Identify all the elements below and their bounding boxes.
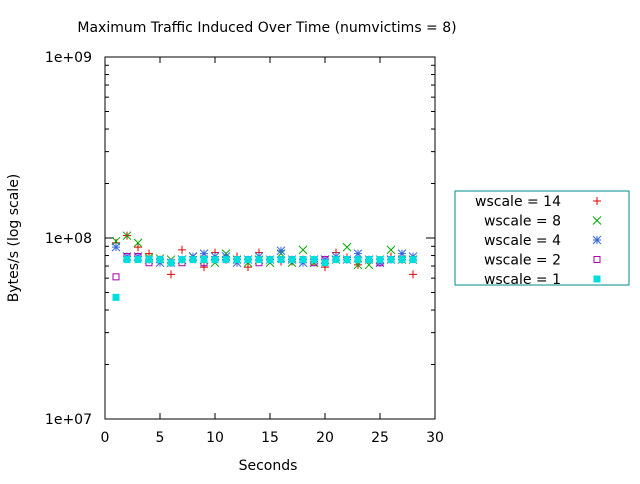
data-point [321,259,329,267]
data-point [167,259,175,267]
series-1 [112,231,417,279]
legend-marker [592,235,602,245]
data-point [288,256,296,264]
data-point [233,256,241,264]
data-point [342,242,352,252]
data-point [310,256,318,264]
data-point [277,256,285,264]
data-point [134,243,142,252]
data-point [200,263,208,272]
legend-marker [592,216,602,225]
data-point [189,256,197,264]
legend-box [454,190,630,286]
legend-label: wscale = 2 [484,253,561,269]
data-point [112,293,120,301]
data-point [112,273,120,281]
chart-title: Maximum Traffic Induced Over Time (numvi… [77,20,456,36]
x-tick-label: 20 [316,430,334,446]
data-point [386,245,396,255]
legend-label: wscale = 4 [484,233,561,249]
data-point [299,256,307,264]
data-point [133,238,143,248]
data-point [222,256,230,264]
data-point [354,256,362,264]
x-tick-label: 10 [206,430,224,446]
plot-frame [104,56,436,420]
data-point [398,256,406,264]
data-point [199,249,209,258]
plot-border [104,56,436,420]
data-point [200,256,208,264]
data-point [409,256,417,264]
data-point [145,256,153,264]
data-point [332,256,340,264]
legend-marker [593,256,601,263]
series-5 [112,256,417,301]
x-tick-label: 25 [371,430,389,446]
data-point [111,242,121,252]
data-point [387,256,395,264]
data-point [178,245,186,254]
legend-marker [593,197,601,205]
data-point [122,231,132,241]
x-tick-label: 15 [261,430,279,446]
data-point [266,256,274,264]
data-point [211,256,219,264]
legend-label: wscale = 1 [484,272,561,288]
legend-label: wscale = 14 [475,194,561,210]
data-point [123,256,131,264]
data-point [255,256,263,264]
data-point [298,245,308,255]
x-tick-label: 0 [101,430,110,446]
data-point [178,256,186,264]
data-point [156,256,164,264]
legend: wscale = 14 wscale = 8 wscale = 4 wscale = … [454,190,630,288]
data-point [365,256,373,264]
data-point [167,270,175,279]
x-axis-label: Seconds [239,458,298,474]
data-point [276,246,286,256]
y-axis-ticks: 1e+07 1e+08 1e+09 [45,50,435,428]
data-point [134,256,142,264]
data-point [343,256,351,264]
data-point [397,249,407,258]
data-point [244,263,252,272]
legend-marker [593,275,601,283]
y-tick-label: 1e+07 [45,412,92,428]
x-tick-label: 5 [156,430,165,446]
y-axis-label: Bytes/s (log scale) [6,174,22,303]
data-points [111,231,418,301]
x-axis-ticks: 0 5 10 15 20 25 30 [101,57,444,446]
data-point [376,256,384,264]
legend-label: wscale = 8 [484,214,561,230]
y-tick-label: 1e+09 [45,50,92,66]
y-tick-label: 1e+08 [45,231,92,247]
data-point [244,256,252,264]
x-tick-label: 30 [426,430,444,446]
data-point [353,249,363,258]
data-point [409,270,417,279]
series-2 [111,231,418,270]
